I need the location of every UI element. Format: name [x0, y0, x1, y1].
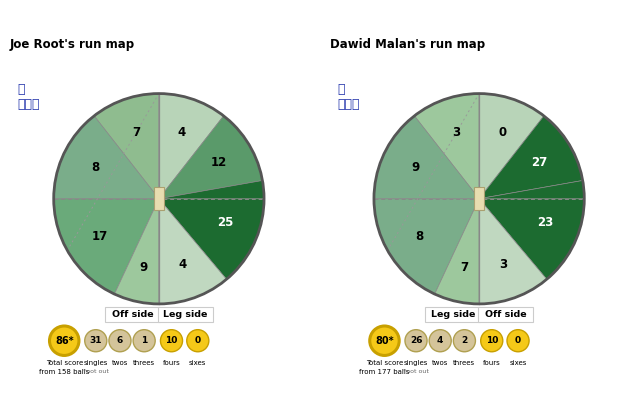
Text: twos: twos	[112, 360, 128, 366]
Wedge shape	[479, 116, 582, 199]
Text: 9: 9	[140, 261, 148, 274]
Text: 10: 10	[486, 336, 498, 345]
FancyBboxPatch shape	[158, 307, 212, 322]
Wedge shape	[414, 93, 479, 199]
Text: 👑
🦁🦁🦁: 👑 🦁🦁🦁	[17, 83, 40, 111]
Text: 86*: 86*	[55, 336, 73, 346]
Text: threes: threes	[133, 360, 155, 366]
Text: 0: 0	[498, 126, 506, 139]
Circle shape	[160, 330, 182, 352]
Circle shape	[480, 330, 503, 352]
Text: singles: singles	[404, 360, 428, 366]
Wedge shape	[374, 116, 479, 199]
Text: 80*: 80*	[375, 336, 394, 346]
Wedge shape	[374, 199, 479, 294]
Text: 7: 7	[460, 261, 468, 274]
Text: 23: 23	[537, 216, 553, 229]
Text: 9: 9	[412, 161, 420, 174]
Text: 8: 8	[415, 230, 424, 243]
Circle shape	[85, 330, 107, 352]
Text: from 158 balls: from 158 balls	[39, 369, 89, 375]
Text: 17: 17	[91, 230, 108, 243]
Text: *not out: *not out	[403, 369, 429, 374]
Circle shape	[507, 330, 529, 352]
Text: sixes: sixes	[189, 360, 207, 366]
Text: 27: 27	[531, 156, 547, 169]
Text: from 177 balls: from 177 balls	[359, 369, 410, 375]
Wedge shape	[479, 93, 544, 199]
Circle shape	[187, 330, 209, 352]
Text: singles: singles	[84, 360, 108, 366]
Text: Leg side: Leg side	[431, 310, 475, 319]
Circle shape	[370, 326, 399, 355]
Text: 26: 26	[410, 336, 422, 345]
Text: 7: 7	[132, 126, 140, 139]
Text: 12: 12	[211, 156, 227, 169]
Text: 25: 25	[217, 216, 234, 229]
Wedge shape	[159, 180, 264, 199]
Bar	[475, 187, 484, 210]
Circle shape	[429, 330, 451, 352]
Text: 1: 1	[141, 336, 147, 345]
Wedge shape	[434, 199, 479, 304]
Circle shape	[50, 326, 79, 355]
Text: Total score: Total score	[366, 360, 403, 366]
Text: Leg side: Leg side	[163, 310, 207, 319]
Wedge shape	[479, 199, 547, 304]
FancyBboxPatch shape	[105, 307, 160, 322]
Text: 0: 0	[195, 336, 201, 345]
Circle shape	[405, 330, 427, 352]
Wedge shape	[159, 93, 224, 199]
Text: 4: 4	[437, 336, 443, 345]
Text: Total score: Total score	[45, 360, 83, 366]
Text: fours: fours	[163, 360, 181, 366]
Text: Dawid Malan's run map: Dawid Malan's run map	[330, 38, 485, 51]
Wedge shape	[54, 199, 159, 294]
Circle shape	[109, 330, 131, 352]
Text: 3: 3	[452, 126, 460, 139]
Text: Off side: Off side	[485, 310, 526, 319]
Text: threes: threes	[454, 360, 475, 366]
Text: 10: 10	[165, 336, 178, 345]
Wedge shape	[94, 93, 159, 199]
Text: 6: 6	[117, 336, 123, 345]
Text: Joe Root's run map: Joe Root's run map	[10, 38, 135, 51]
Wedge shape	[114, 199, 159, 304]
Wedge shape	[159, 116, 262, 199]
Text: 👑
🦁🦁🦁: 👑 🦁🦁🦁	[337, 83, 360, 111]
Text: 31: 31	[89, 336, 102, 345]
Text: 4: 4	[178, 126, 186, 139]
Wedge shape	[479, 180, 584, 199]
Text: 2: 2	[461, 336, 468, 345]
Text: sixes: sixes	[509, 360, 527, 366]
Text: 8: 8	[91, 161, 100, 174]
Wedge shape	[159, 199, 226, 304]
Bar	[154, 187, 163, 210]
Text: Off side: Off side	[112, 310, 153, 319]
FancyBboxPatch shape	[478, 307, 533, 322]
Wedge shape	[159, 199, 264, 279]
Text: *not out: *not out	[83, 369, 108, 374]
Text: fours: fours	[483, 360, 501, 366]
FancyBboxPatch shape	[426, 307, 480, 322]
Text: 3: 3	[499, 258, 507, 271]
Circle shape	[454, 330, 475, 352]
Text: twos: twos	[432, 360, 449, 366]
Text: 4: 4	[179, 258, 187, 271]
Wedge shape	[479, 199, 584, 279]
Circle shape	[133, 330, 155, 352]
Wedge shape	[54, 116, 159, 199]
Text: 0: 0	[515, 336, 521, 345]
